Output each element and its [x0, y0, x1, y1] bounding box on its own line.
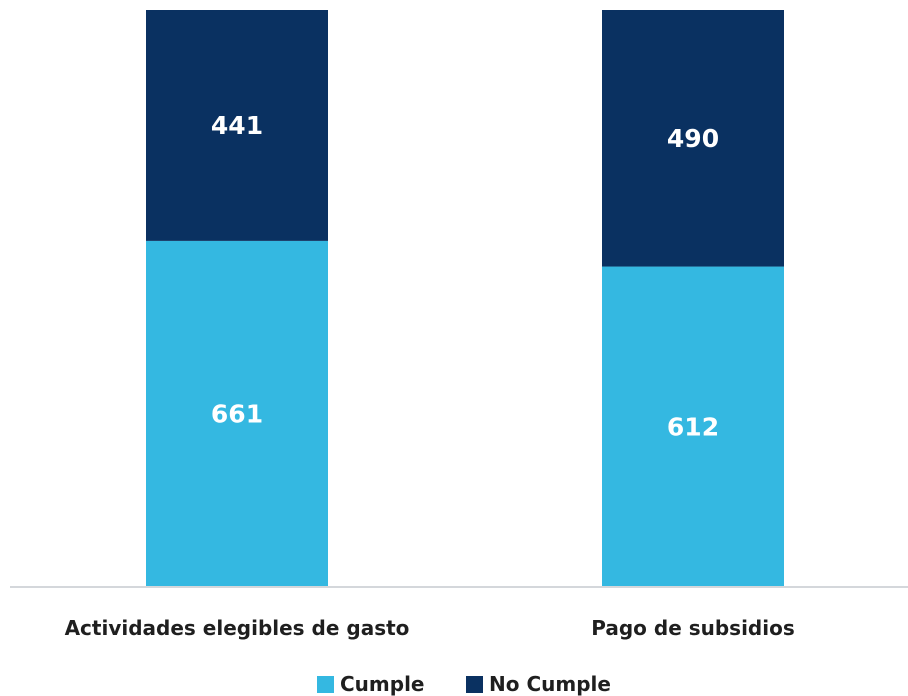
legend-swatch-cumple [317, 676, 334, 693]
bar-no-cumple-pago-de-subsidios [602, 10, 784, 267]
bar-cumple-pago-de-subsidios [602, 266, 784, 587]
legend-label-no-cumple: No Cumple [489, 672, 611, 696]
data-labels-group: 661 441 612 490 [211, 111, 719, 441]
bars-group [146, 10, 784, 587]
legend-label-cumple: Cumple [340, 672, 425, 696]
category-label-actividades-elegibles-de-gasto: Actividades elegibles de gasto [65, 616, 410, 640]
category-label-pago-de-subsidios: Pago de subsidios [591, 616, 795, 640]
legend: Cumple No Cumple [317, 672, 611, 696]
data-label-cumple-pago-de-subsidios: 612 [667, 412, 719, 441]
legend-swatch-no-cumple [466, 676, 483, 693]
data-label-no-cumple-pago-de-subsidios: 490 [667, 124, 719, 153]
bar-cumple-actividades-elegibles-de-gasto [146, 240, 328, 587]
data-label-no-cumple-actividades-elegibles-de-gasto: 441 [211, 111, 263, 140]
bar-no-cumple-actividades-elegibles-de-gasto [146, 10, 328, 241]
category-labels-group: Actividades elegibles de gasto Pago de su… [65, 616, 795, 640]
data-label-cumple-actividades-elegibles-de-gasto: 661 [211, 399, 263, 428]
